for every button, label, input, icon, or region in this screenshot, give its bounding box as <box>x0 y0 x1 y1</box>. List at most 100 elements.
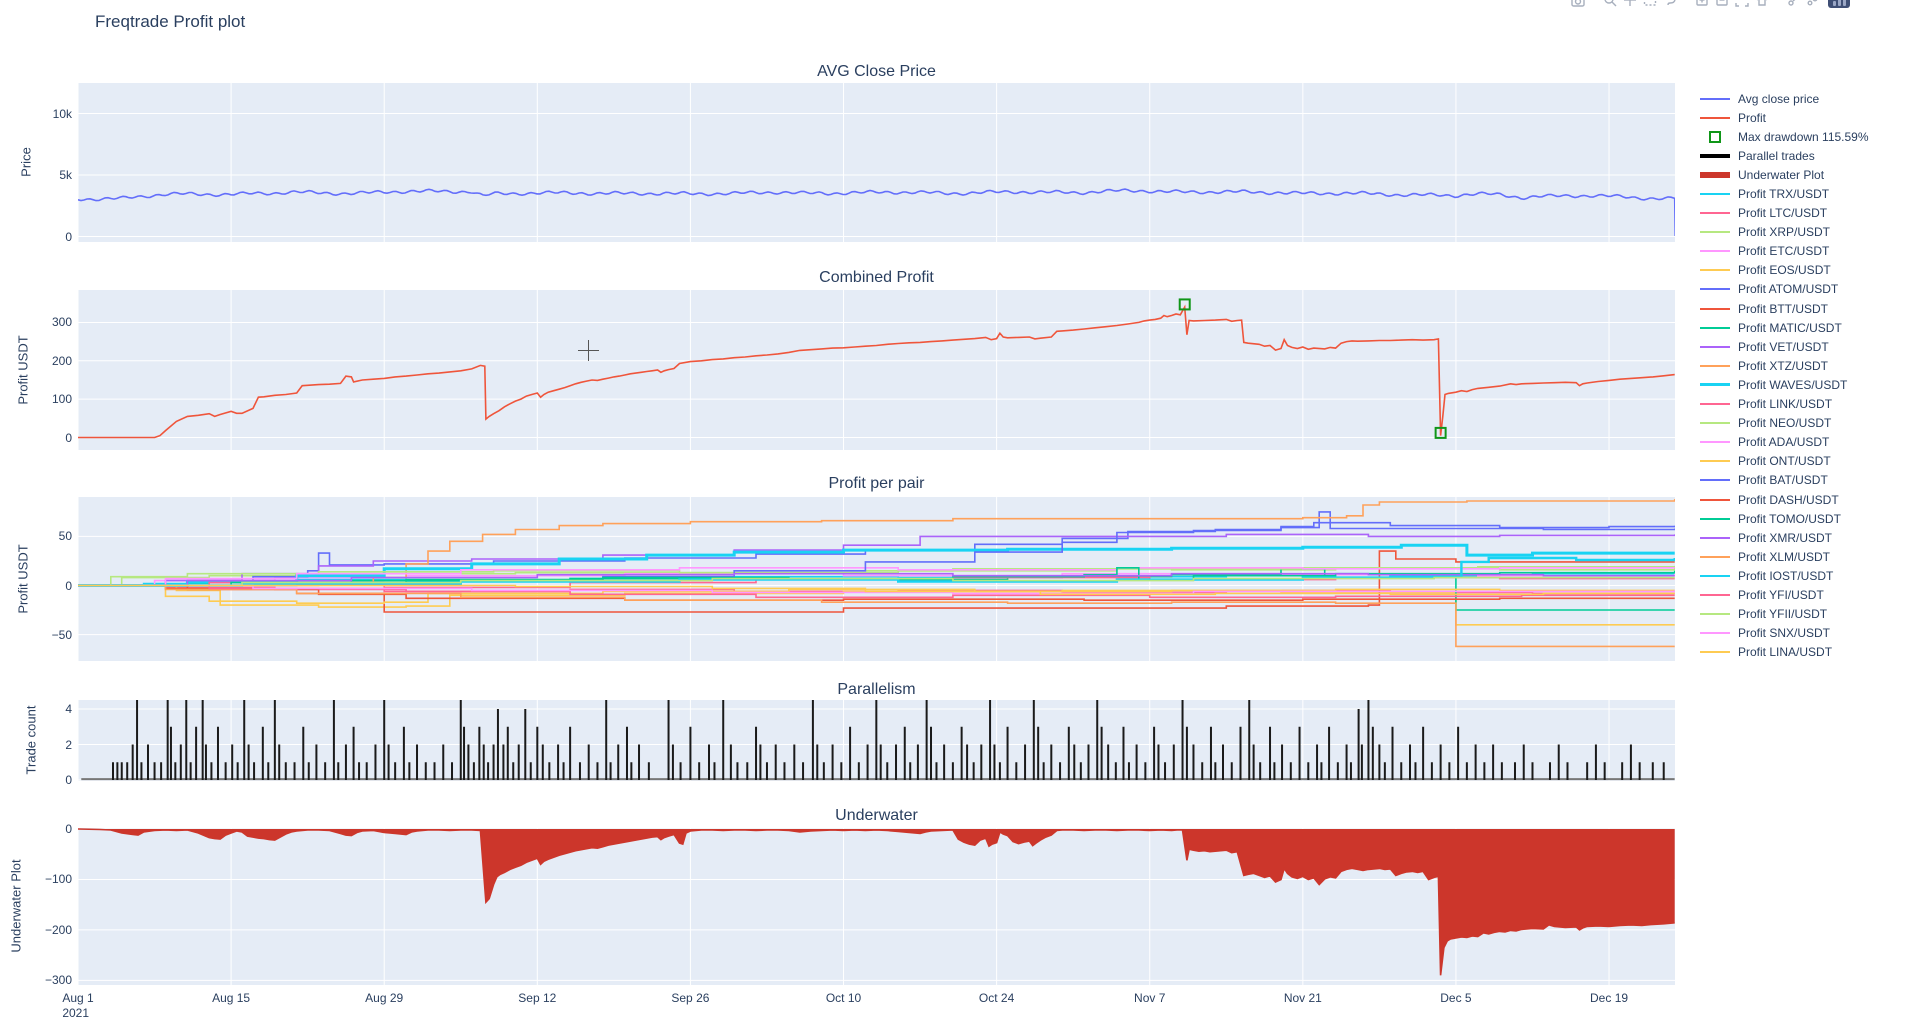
legend-label: Profit VET/USDT <box>1738 339 1829 354</box>
legend-item-profit-btt-usdt[interactable]: Profit BTT/USDT <box>1700 299 1869 318</box>
line-swatch-icon <box>1700 97 1730 100</box>
legend-label: Profit BAT/USDT <box>1738 473 1828 488</box>
legend-item-profit-ont-usdt[interactable]: Profit ONT/USDT <box>1700 452 1869 471</box>
subplot-underwater[interactable] <box>78 828 1675 985</box>
legend-item-profit-xtz-usdt[interactable]: Profit XTZ/USDT <box>1700 356 1869 375</box>
legend-item-profit-vet-usdt[interactable]: Profit VET/USDT <box>1700 337 1869 356</box>
hover-closest-icon[interactable] <box>1787 0 1801 8</box>
line-swatch-icon <box>1700 593 1730 596</box>
ytick-parallelism: 0 <box>65 773 72 787</box>
pan-icon[interactable] <box>1623 0 1637 8</box>
line-swatch-icon <box>1700 613 1730 616</box>
line-swatch-icon <box>1700 555 1730 558</box>
ytick-parallelism: 2 <box>65 737 72 752</box>
legend-item-underwater-plot[interactable]: Underwater Plot <box>1700 165 1869 184</box>
reset-axes-icon[interactable] <box>1755 0 1769 8</box>
legend-label: Profit XTZ/USDT <box>1738 358 1829 373</box>
xtick-sep-12: Sep 12 <box>518 991 557 1005</box>
legend-item-profit-link-usdt[interactable]: Profit LINK/USDT <box>1700 395 1869 414</box>
legend-item-profit-iost-usdt[interactable]: Profit IOST/USDT <box>1700 566 1869 585</box>
legend-item-parallel-trades[interactable]: Parallel trades <box>1700 146 1869 165</box>
line-swatch-icon <box>1700 345 1730 348</box>
legend-item-profit-dash-usdt[interactable]: Profit DASH/USDT <box>1700 490 1869 509</box>
subplot-title-combined-profit: Combined Profit <box>819 269 934 286</box>
line-swatch-icon <box>1700 479 1730 482</box>
ytick-underwater: −300 <box>44 973 72 988</box>
legend-item-profit-ltc-usdt[interactable]: Profit LTC/USDT <box>1700 204 1869 223</box>
subplot-title-profit-per-pair: Profit per pair <box>828 475 925 492</box>
legend-item-profit-waves-usdt[interactable]: Profit WAVES/USDT <box>1700 375 1869 394</box>
line-swatch-icon <box>1700 153 1730 158</box>
legend-item-profit-trx-usdt[interactable]: Profit TRX/USDT <box>1700 184 1869 203</box>
plotly-logo[interactable] <box>1828 0 1850 8</box>
legend-item-profit-etc-usdt[interactable]: Profit ETC/USDT <box>1700 242 1869 261</box>
lasso-select-icon[interactable] <box>1663 0 1677 8</box>
ytick-avg-close-price: 10k <box>52 106 72 121</box>
legend-label: Profit XRP/USDT <box>1738 225 1831 240</box>
zoom-in-icon[interactable] <box>1695 0 1709 8</box>
line-swatch-icon <box>1700 651 1730 654</box>
zoom-icon[interactable] <box>1603 0 1617 8</box>
hover-compare-icon[interactable] <box>1807 0 1821 8</box>
legend-label: Profit ONT/USDT <box>1738 454 1831 469</box>
legend-label: Profit TOMO/USDT <box>1738 511 1841 526</box>
xtick-oct-24: Oct 24 <box>978 991 1015 1005</box>
legend-label: Profit XLM/USDT <box>1738 549 1831 564</box>
legend-item-profit-bat-usdt[interactable]: Profit BAT/USDT <box>1700 471 1869 490</box>
legend-item-profit-eos-usdt[interactable]: Profit EOS/USDT <box>1700 261 1869 280</box>
legend-item-profit-matic-usdt[interactable]: Profit MATIC/USDT <box>1700 318 1869 337</box>
legend-item-profit-neo-usdt[interactable]: Profit NEO/USDT <box>1700 414 1869 433</box>
legend-item-profit-atom-usdt[interactable]: Profit ATOM/USDT <box>1700 280 1869 299</box>
subplot-parallelism[interactable] <box>78 700 1675 781</box>
autoscale-icon[interactable] <box>1735 0 1749 8</box>
legend-label: Profit LTC/USDT <box>1738 206 1828 221</box>
legend-item-profit-lina-usdt[interactable]: Profit LINA/USDT <box>1700 643 1869 662</box>
legend-item-profit-yfii-usdt[interactable]: Profit YFII/USDT <box>1700 605 1869 624</box>
xtick-aug-29: Aug 29 <box>365 991 404 1005</box>
ytick-combined-profit: 100 <box>51 392 72 407</box>
legend-label: Profit XMR/USDT <box>1738 530 1833 545</box>
legend-label: Profit TRX/USDT <box>1738 187 1830 202</box>
legend-item-profit-snx-usdt[interactable]: Profit SNX/USDT <box>1700 624 1869 643</box>
legend-item-profit-xrp-usdt[interactable]: Profit XRP/USDT <box>1700 223 1869 242</box>
legend-item-profit-xlm-usdt[interactable]: Profit XLM/USDT <box>1700 547 1869 566</box>
legend-label: Profit ADA/USDT <box>1738 435 1830 450</box>
legend-item-avg-close-price[interactable]: Avg close price <box>1700 89 1869 108</box>
ytick-combined-profit: 300 <box>51 315 72 330</box>
legend-label: Profit ETC/USDT <box>1738 244 1830 259</box>
line-swatch-icon <box>1700 212 1730 215</box>
legend-label: Max drawdown 115.59% <box>1738 129 1869 144</box>
line-swatch-icon <box>1700 326 1730 329</box>
ytick-profit-per-pair: 0 <box>65 578 72 593</box>
zoom-out-icon[interactable] <box>1715 0 1729 8</box>
subplot-profit-per-pair[interactable] <box>78 497 1675 661</box>
legend-item-profit[interactable]: Profit <box>1700 108 1869 127</box>
legend-label: Profit YFII/USDT <box>1738 607 1828 622</box>
page-title: Freqtrade Profit plot <box>95 12 246 31</box>
line-swatch-icon <box>1700 574 1730 577</box>
legend-item-profit-yfi-usdt[interactable]: Profit YFI/USDT <box>1700 585 1869 604</box>
xtick-dec-19: Dec 19 <box>1590 991 1629 1005</box>
camera-download-icon[interactable] <box>1571 0 1585 8</box>
legend-item-profit-ada-usdt[interactable]: Profit ADA/USDT <box>1700 433 1869 452</box>
legend-item-max-drawdown-115-59-[interactable]: Max drawdown 115.59% <box>1700 127 1869 146</box>
line-swatch-icon <box>1700 250 1730 253</box>
line-swatch-icon <box>1700 441 1730 444</box>
legend-label: Profit IOST/USDT <box>1738 568 1834 583</box>
ytick-profit-per-pair: 50 <box>58 529 72 544</box>
line-swatch-icon <box>1700 193 1730 196</box>
subplot-avg-close-price[interactable] <box>78 83 1675 242</box>
ytick-underwater: −200 <box>44 922 72 937</box>
box-select-icon[interactable] <box>1643 0 1657 8</box>
legend-item-profit-xmr-usdt[interactable]: Profit XMR/USDT <box>1700 528 1869 547</box>
subplot-title-parallelism: Parallelism <box>837 681 916 698</box>
xtick-oct-10: Oct 10 <box>825 991 862 1005</box>
line-swatch-icon <box>1700 231 1730 234</box>
legend-label: Profit BTT/USDT <box>1738 301 1829 316</box>
legend-item-profit-tomo-usdt[interactable]: Profit TOMO/USDT <box>1700 509 1869 528</box>
line-swatch-icon <box>1700 364 1730 367</box>
subplot-combined-profit[interactable] <box>78 290 1675 450</box>
line-swatch-icon <box>1700 403 1730 406</box>
line-swatch-icon <box>1700 269 1730 272</box>
